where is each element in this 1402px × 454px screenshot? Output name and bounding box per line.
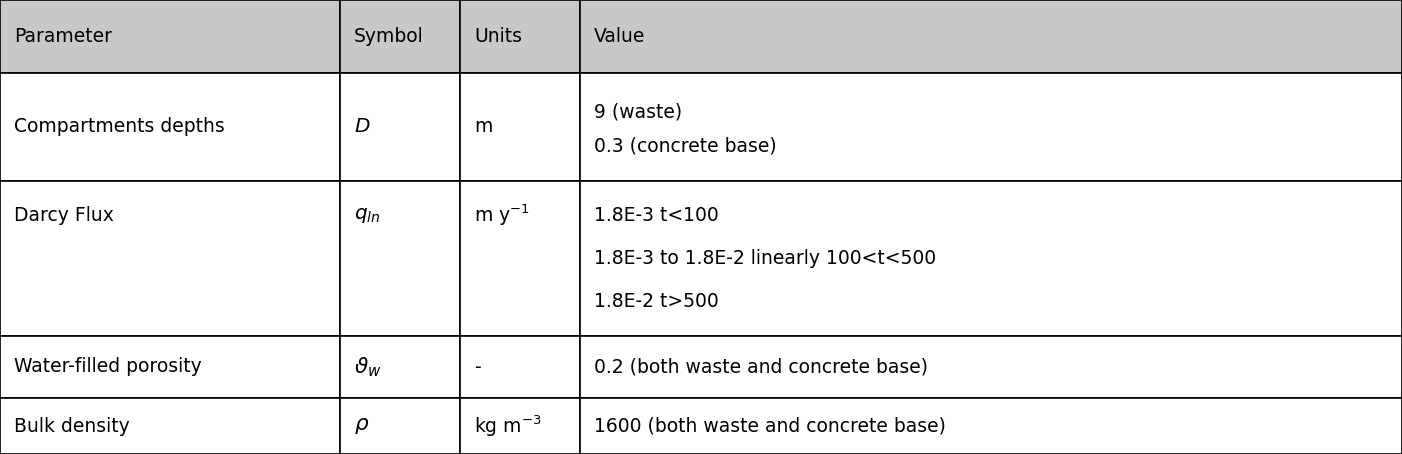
Bar bbox=[460, 0, 580, 73]
Bar bbox=[460, 73, 580, 181]
Bar bbox=[0, 336, 341, 398]
Text: $\vartheta_w$: $\vartheta_w$ bbox=[353, 355, 381, 379]
Bar bbox=[580, 336, 1402, 398]
Text: 0.2 (both waste and concrete base): 0.2 (both waste and concrete base) bbox=[594, 357, 928, 376]
Text: 1.8E-3 to 1.8E-2 linearly 100<t<500: 1.8E-3 to 1.8E-2 linearly 100<t<500 bbox=[594, 249, 937, 268]
Bar bbox=[0, 0, 341, 73]
Bar bbox=[460, 336, 580, 398]
Text: 1600 (both waste and concrete base): 1600 (both waste and concrete base) bbox=[594, 416, 946, 435]
Text: Darcy Flux: Darcy Flux bbox=[14, 206, 114, 225]
Bar bbox=[0, 398, 341, 454]
Bar bbox=[580, 181, 1402, 336]
Bar bbox=[460, 398, 580, 454]
Text: Symbol: Symbol bbox=[353, 27, 423, 46]
Text: $D$: $D$ bbox=[353, 118, 370, 137]
Bar bbox=[341, 181, 460, 336]
Text: 0.3 (concrete base): 0.3 (concrete base) bbox=[594, 137, 777, 156]
Text: Water-filled porosity: Water-filled porosity bbox=[14, 357, 202, 376]
Bar bbox=[580, 398, 1402, 454]
Bar bbox=[0, 73, 341, 181]
Bar bbox=[341, 0, 460, 73]
Text: Value: Value bbox=[594, 27, 645, 46]
Text: m: m bbox=[474, 118, 492, 137]
Bar bbox=[0, 181, 341, 336]
Text: 1.8E-2 t>500: 1.8E-2 t>500 bbox=[594, 292, 719, 311]
Text: $\rho$: $\rho$ bbox=[353, 416, 369, 436]
Bar bbox=[341, 336, 460, 398]
Text: Parameter: Parameter bbox=[14, 27, 112, 46]
Text: Compartments depths: Compartments depths bbox=[14, 118, 224, 137]
Text: Units: Units bbox=[474, 27, 522, 46]
Bar bbox=[341, 398, 460, 454]
Text: m y$^{-1}$: m y$^{-1}$ bbox=[474, 202, 530, 228]
Text: -: - bbox=[474, 357, 481, 376]
Bar bbox=[460, 181, 580, 336]
Bar bbox=[580, 73, 1402, 181]
Text: Bulk density: Bulk density bbox=[14, 416, 130, 435]
Text: 9 (waste): 9 (waste) bbox=[594, 103, 683, 121]
Bar bbox=[341, 73, 460, 181]
Text: $q_{ln}$: $q_{ln}$ bbox=[353, 206, 381, 225]
Text: 1.8E-3 t<100: 1.8E-3 t<100 bbox=[594, 206, 719, 225]
Bar bbox=[580, 0, 1402, 73]
Text: kg m$^{-3}$: kg m$^{-3}$ bbox=[474, 413, 541, 439]
